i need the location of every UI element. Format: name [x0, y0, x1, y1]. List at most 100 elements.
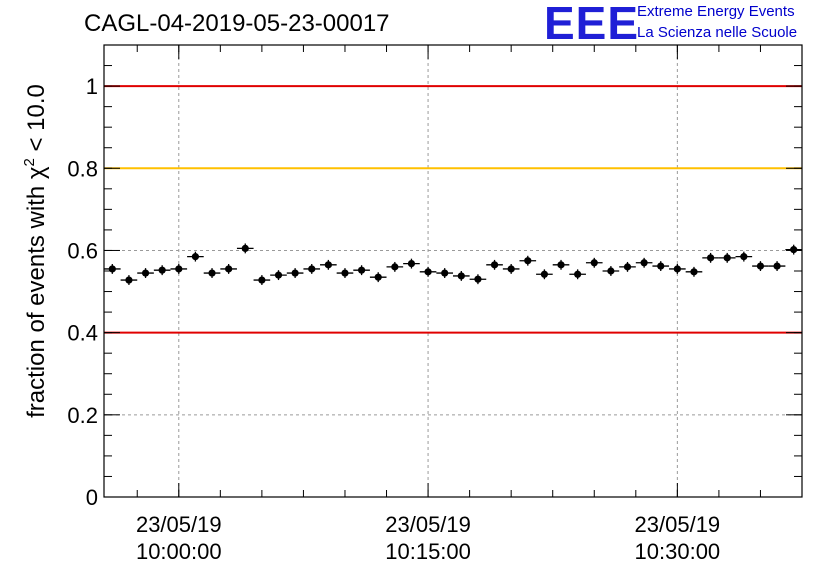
data-point: [635, 257, 653, 268]
data-marker: [474, 275, 482, 283]
data-point: [170, 264, 188, 274]
data-point: [270, 270, 287, 281]
data-marker: [158, 266, 166, 274]
y-tick-label: 0.8: [67, 156, 98, 181]
data-point: [236, 243, 254, 254]
logo-text-line1: Extreme Energy Events: [637, 3, 795, 20]
data-point: [369, 272, 387, 283]
data-point: [220, 264, 237, 274]
data-point: [669, 264, 686, 274]
data-marker: [590, 259, 598, 267]
data-point: [602, 266, 620, 276]
data-marker: [225, 265, 233, 273]
data-point: [336, 268, 354, 278]
x-tick-label-time: 10:00:00: [136, 539, 222, 564]
data-point: [585, 257, 603, 268]
data-marker: [457, 272, 465, 280]
data-point: [768, 261, 786, 271]
y-tick-label: 0.4: [67, 321, 98, 346]
data-marker: [574, 270, 582, 278]
y-axis-label-sup: 2: [21, 158, 38, 166]
data-marker: [308, 265, 316, 273]
data-point: [502, 264, 520, 274]
data-point: [685, 266, 703, 277]
data-point: [702, 252, 719, 263]
data-marker: [258, 276, 266, 284]
data-point: [519, 255, 537, 266]
data-marker: [374, 273, 382, 281]
data-point: [419, 266, 437, 277]
data-point: [320, 259, 337, 270]
data-marker: [441, 269, 449, 277]
data-marker: [424, 268, 432, 276]
data-point: [536, 269, 553, 280]
data-marker: [557, 261, 565, 269]
y-tick-label: 0: [86, 485, 98, 510]
eee-logo-mark: EEE: [544, 0, 640, 49]
data-marker: [141, 269, 150, 277]
data-point: [137, 268, 154, 278]
data-marker: [357, 266, 366, 274]
data-point: [403, 258, 420, 269]
data-point: [735, 251, 753, 262]
data-point: [436, 268, 453, 278]
data-point: [453, 271, 470, 281]
x-tick-label-date: 23/05/19: [136, 512, 222, 537]
data-marker: [607, 267, 615, 275]
data-marker: [773, 262, 781, 270]
data-marker: [790, 246, 798, 254]
data-point: [552, 259, 570, 270]
data-point: [718, 252, 736, 263]
y-axis-label-prefix: fraction of events with: [23, 179, 50, 418]
data-marker: [507, 265, 515, 273]
data-point: [353, 265, 370, 276]
data-marker: [640, 259, 648, 267]
data-point: [286, 268, 304, 278]
data-point: [619, 261, 636, 272]
data-point: [785, 244, 802, 255]
data-marker: [740, 253, 748, 261]
data-marker: [490, 261, 499, 269]
x-tick-label-time: 10:30:00: [635, 539, 721, 564]
data-point: [104, 264, 121, 274]
y-axis-label-symbol: χ: [23, 166, 50, 179]
data-point: [752, 261, 769, 271]
data-marker: [690, 268, 698, 276]
data-marker: [291, 269, 299, 277]
y-axis: 0 0.2 0.4 0.6 0.8 1: [67, 44, 802, 510]
data-marker: [540, 270, 549, 278]
y-tick-label: 1: [86, 74, 98, 99]
data-marker: [723, 254, 731, 262]
y-tick-label: 0.2: [67, 403, 98, 428]
data-point: [303, 264, 321, 274]
reference-lines: [104, 85, 802, 334]
data-marker: [756, 262, 765, 270]
chart-title: CAGL-04-2019-05-23-00017: [84, 10, 390, 37]
data-point: [187, 251, 204, 262]
data-marker: [623, 263, 632, 271]
x-tick-label-date: 23/05/19: [635, 512, 721, 537]
y-tick-label: 0.6: [67, 238, 98, 263]
data-marker: [208, 269, 216, 277]
x-tick-label-time: 10:15:00: [385, 539, 471, 564]
data-marker: [241, 244, 249, 252]
data-point: [469, 274, 487, 285]
data-point: [203, 268, 221, 278]
data-marker: [673, 265, 681, 273]
logo-text-line2: La Scienza nelle Scuole: [637, 24, 798, 41]
y-axis-label: fraction of events with χ2 < 10.0: [21, 84, 50, 418]
data-point: [120, 275, 138, 285]
data-marker: [391, 263, 399, 271]
x-axis: 23/05/1910:00:0023/05/1910:15:0023/05/19…: [136, 45, 803, 564]
data-series: [104, 243, 802, 285]
data-marker: [324, 261, 332, 269]
data-marker: [657, 262, 665, 270]
data-point: [253, 275, 271, 285]
y-axis-label-suffix: < 10.0: [23, 84, 50, 158]
data-point: [386, 261, 404, 272]
data-marker: [274, 271, 283, 279]
data-marker: [407, 260, 416, 268]
data-marker: [341, 269, 349, 277]
data-marker: [175, 265, 183, 273]
